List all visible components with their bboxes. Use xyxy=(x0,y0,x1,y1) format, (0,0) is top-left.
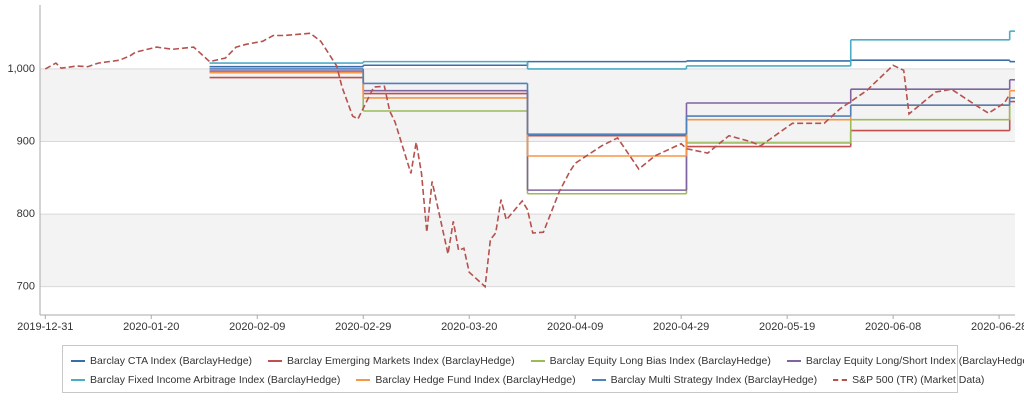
legend-label: Barclay Equity Long/Short Index (Barclay… xyxy=(805,354,1024,367)
legend-row: Barclay Fixed Income Arbitrage Index (Ba… xyxy=(71,370,984,389)
legend-label: Barclay Equity Long Bias Index (BarclayH… xyxy=(549,354,771,367)
x-tick-label: 2020-02-29 xyxy=(335,321,391,333)
series-line xyxy=(44,32,1011,289)
legend-item[interactable]: Barclay Hedge Fund Index (BarclayHedge) xyxy=(356,373,576,386)
legend-swatch xyxy=(591,378,606,381)
x-tick-label: 2020-06-08 xyxy=(865,321,921,333)
x-tick-label: 2020-03-20 xyxy=(441,321,497,333)
chart: 700 800 900 1,000 2019-12-31 2020-01-20 2020-0… xyxy=(7,5,1024,333)
y-tick-label: 1,000 xyxy=(7,63,35,75)
y-tick-label: 800 xyxy=(17,208,35,220)
legend-item[interactable]: S&P 500 (TR) (Market Data) xyxy=(833,374,984,386)
legend-swatch xyxy=(71,378,85,381)
legend-item[interactable]: Barclay CTA Index (BarclayHedge) xyxy=(71,355,252,367)
legend-swatch xyxy=(530,359,545,362)
legend-row: Barclay CTA Index (BarclayHedge) Barclay … xyxy=(71,351,1024,370)
legend-label: Barclay Emerging Markets Index (BarclayH… xyxy=(287,354,515,367)
legend-swatch xyxy=(786,359,801,362)
legend-label: Barclay Multi Strategy Index (BarclayHed… xyxy=(610,373,818,386)
legend-swatch xyxy=(71,359,85,362)
x-tick-label: 2020-05-19 xyxy=(759,321,815,333)
legend: Barclay CTA Index (BarclayHedge) Barclay … xyxy=(62,345,1024,393)
x-tick-label: 2019-12-31 xyxy=(17,321,73,333)
legend-label: Barclay Fixed Income Arbitrage Index (Ba… xyxy=(90,373,341,386)
legend-swatch xyxy=(833,378,848,381)
legend-item[interactable]: Barclay Equity Long Bias Index (BarclayH… xyxy=(530,354,771,367)
legend-swatch xyxy=(356,378,371,381)
grid-band xyxy=(40,214,1015,287)
x-tick-label: 2020-04-29 xyxy=(653,321,709,333)
legend-item[interactable]: Barclay Equity Long/Short Index (Barclay… xyxy=(786,354,1024,367)
legend-item[interactable]: Barclay Fixed Income Arbitrage Index (Ba… xyxy=(71,374,340,386)
legend-item[interactable]: Barclay Emerging Markets Index (BarclayH… xyxy=(268,355,515,367)
x-tick-label: 2020-04-09 xyxy=(547,321,603,333)
y-tick-label: 900 xyxy=(17,135,35,147)
y-tick-label: 700 xyxy=(17,281,35,293)
x-tick-label: 2020-06-28 xyxy=(971,321,1024,333)
legend-item[interactable]: Barclay Multi Strategy Index (BarclayHed… xyxy=(591,373,818,386)
legend-label: Barclay CTA Index (BarclayHedge) xyxy=(90,354,253,367)
x-tick-label: 2020-02-09 xyxy=(229,321,285,333)
x-tick-label: 2020-01-20 xyxy=(123,321,179,333)
legend-label: Barclay Hedge Fund Index (BarclayHedge) xyxy=(375,373,576,386)
legend-label: S&P 500 (TR) (Market Data) xyxy=(852,373,985,386)
legend-swatch xyxy=(268,359,283,362)
